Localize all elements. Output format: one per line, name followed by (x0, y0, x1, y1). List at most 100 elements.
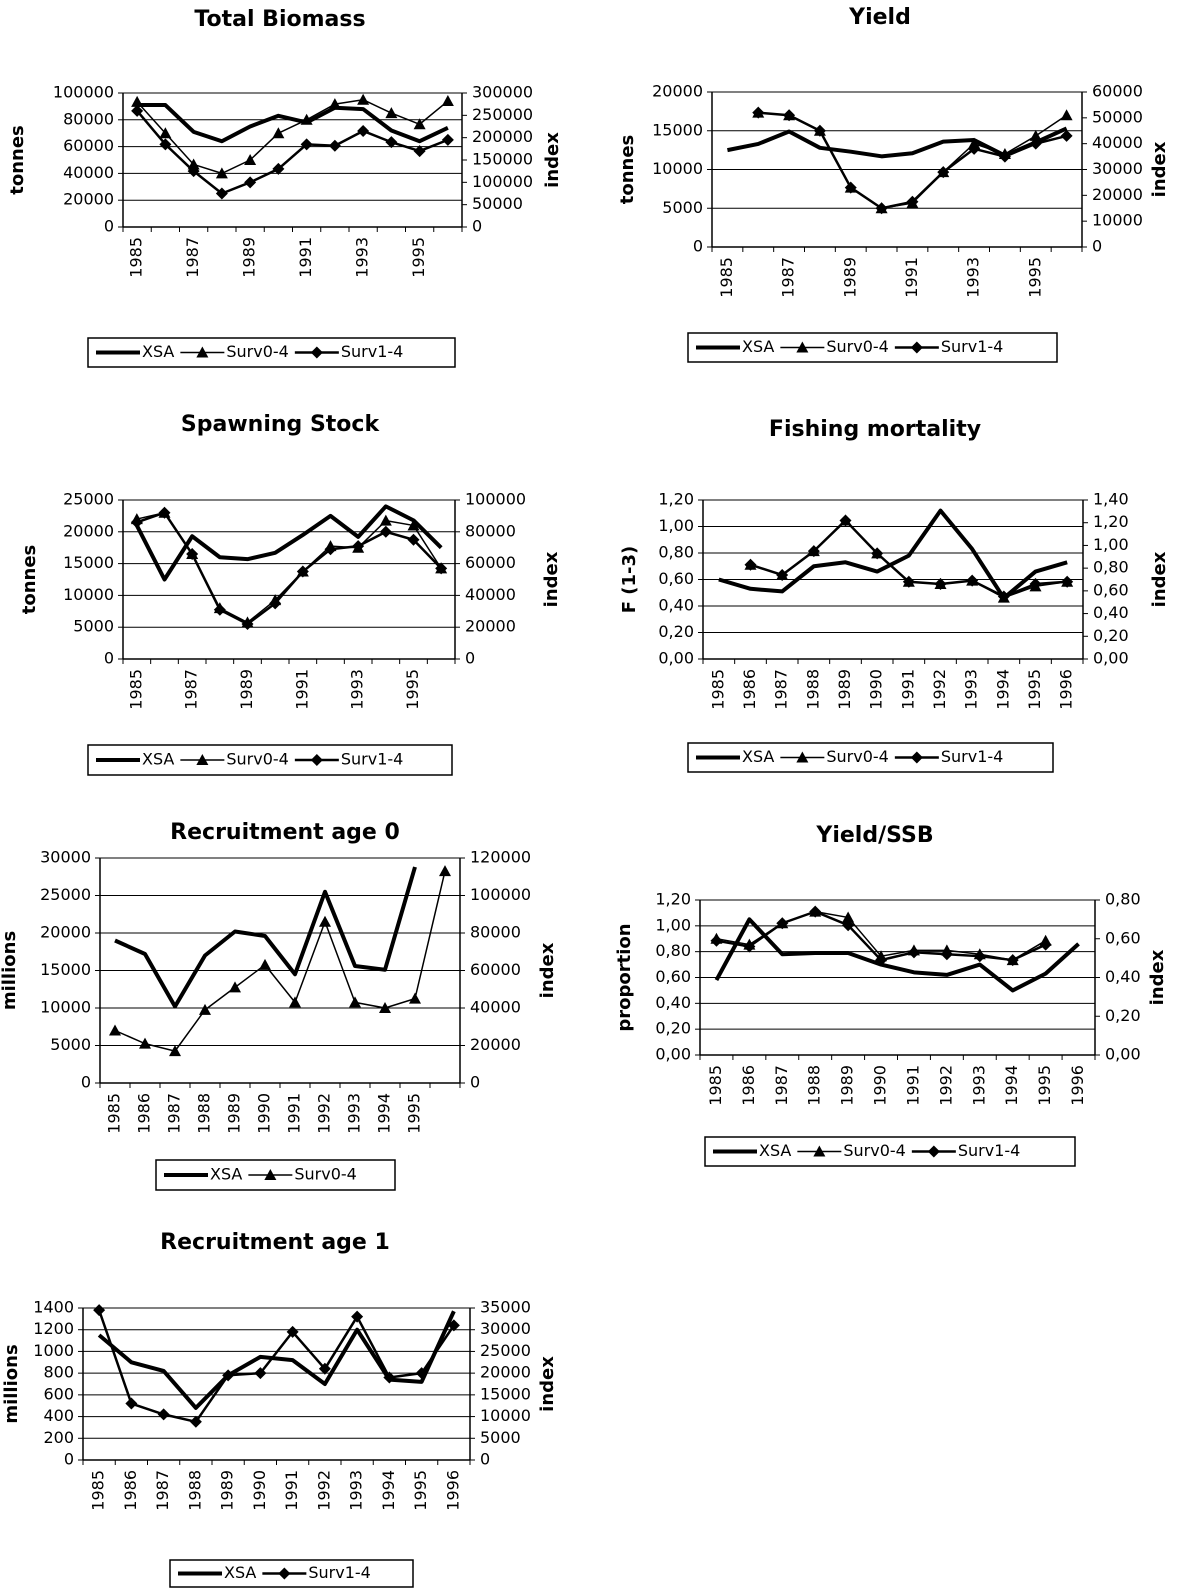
x-tick-label: 1993 (348, 669, 367, 710)
x-tick-label: 1989 (218, 1470, 237, 1511)
marker (1029, 137, 1042, 150)
y-axis-label: tonnes (7, 125, 28, 195)
x-tick-label: 1996 (1057, 669, 1076, 710)
marker (158, 506, 171, 519)
x-tick-label: 1985 (105, 1093, 124, 1134)
chart-title: Yield (848, 5, 911, 30)
marker (435, 562, 448, 575)
marker (300, 113, 313, 125)
marker (93, 1304, 106, 1317)
y2-tick-label: 0,00 (1093, 649, 1129, 668)
x-tick-label: 1987 (779, 257, 798, 298)
marker (1060, 109, 1073, 121)
legend-box (687, 742, 1054, 773)
marker (875, 954, 888, 967)
x-tick-label: 1991 (898, 669, 917, 710)
legend-label: XSA (210, 1165, 242, 1184)
y2-tick-label: 30000 (480, 1319, 531, 1338)
marker (842, 919, 855, 932)
y2-tick-label: 0,80 (1105, 890, 1141, 909)
legend-label: Surv0-4 (226, 342, 288, 361)
y2-tick-label: 0,40 (1105, 967, 1141, 986)
legend-label: Surv1-4 (941, 747, 1003, 766)
chart-title: Recruitment age 1 (160, 1230, 390, 1255)
marker (125, 1397, 138, 1410)
legend-label: XSA (742, 337, 774, 356)
y2-tick-label: 20000 (1092, 185, 1143, 204)
marker (407, 519, 420, 531)
y-tick-label: 25000 (63, 490, 114, 509)
x-tick-label: 1991 (292, 669, 311, 710)
marker (199, 1003, 211, 1015)
y2-tick-label: 25000 (480, 1341, 531, 1360)
marker (379, 514, 392, 526)
x-tick-label: 1986 (740, 669, 759, 710)
marker (937, 166, 950, 179)
marker (131, 95, 144, 107)
marker (1029, 578, 1042, 591)
chart-title: Fishing mortality (769, 417, 981, 442)
marker (186, 548, 199, 561)
marker (1006, 954, 1019, 967)
marker (187, 165, 200, 178)
marker (289, 996, 301, 1008)
marker (385, 136, 398, 149)
marker (973, 950, 986, 963)
y2-tick-label: 20000 (465, 617, 516, 636)
x-tick-label: 1988 (195, 1093, 214, 1134)
legend-label: XSA (742, 747, 774, 766)
y2-tick-label: 60000 (1092, 82, 1143, 101)
x-tick-label: 1995 (1025, 669, 1044, 710)
marker (710, 934, 723, 947)
legend-marker (196, 346, 209, 358)
x-tick-label: 1988 (185, 1470, 204, 1511)
marker (259, 958, 271, 970)
y2-tick-label: 1,00 (1093, 535, 1129, 554)
series-line (136, 511, 442, 624)
y2-tick-label: 40000 (470, 998, 521, 1017)
marker (934, 578, 947, 591)
y-tick-label: 0,00 (658, 649, 694, 668)
series-line (718, 508, 1068, 601)
x-tick-label: 1989 (240, 237, 259, 278)
y2-tick-label: 50000 (472, 194, 523, 213)
marker (997, 590, 1010, 603)
y-axis-label: tonnes (617, 135, 638, 205)
marker (189, 1415, 202, 1428)
marker (229, 981, 241, 993)
y-tick-label: 0 (104, 649, 114, 668)
y2-tick-label: 15000 (480, 1384, 531, 1403)
y2-tick-label: 300000 (472, 83, 533, 102)
marker (215, 167, 228, 179)
marker (776, 568, 789, 581)
y-tick-label: 0 (81, 1073, 91, 1092)
x-tick-label: 1992 (936, 1065, 955, 1106)
y2-tick-label: 200000 (472, 127, 533, 146)
marker (379, 1002, 391, 1013)
y2-tick-label: 60000 (465, 553, 516, 572)
x-tick-label: 1988 (803, 669, 822, 710)
marker (139, 1037, 151, 1049)
marker (413, 118, 426, 130)
x-tick-label: 1987 (182, 669, 201, 710)
x-tick-label: 1990 (871, 1065, 890, 1106)
series-line (97, 1309, 455, 1424)
x-tick-label: 1990 (250, 1470, 269, 1511)
x-tick-label: 1994 (379, 1470, 398, 1511)
x-tick-label: 1994 (375, 1093, 394, 1134)
x-tick-label: 1989 (838, 1065, 857, 1106)
marker (940, 948, 953, 961)
y-tick-label: 15000 (652, 120, 703, 139)
y2-tick-label: 0,80 (1093, 558, 1129, 577)
marker (286, 1325, 299, 1338)
marker (415, 1367, 428, 1380)
legend-marker (796, 341, 809, 353)
y-tick-label: 100000 (53, 83, 114, 102)
y2-axis-label: index (541, 551, 562, 607)
marker (109, 1024, 121, 1036)
y-tick-label: 10000 (40, 998, 91, 1017)
x-tick-label: 1991 (282, 1470, 301, 1511)
y-tick-label: 25000 (40, 885, 91, 904)
legend-box (687, 332, 1058, 363)
marker (357, 124, 370, 137)
